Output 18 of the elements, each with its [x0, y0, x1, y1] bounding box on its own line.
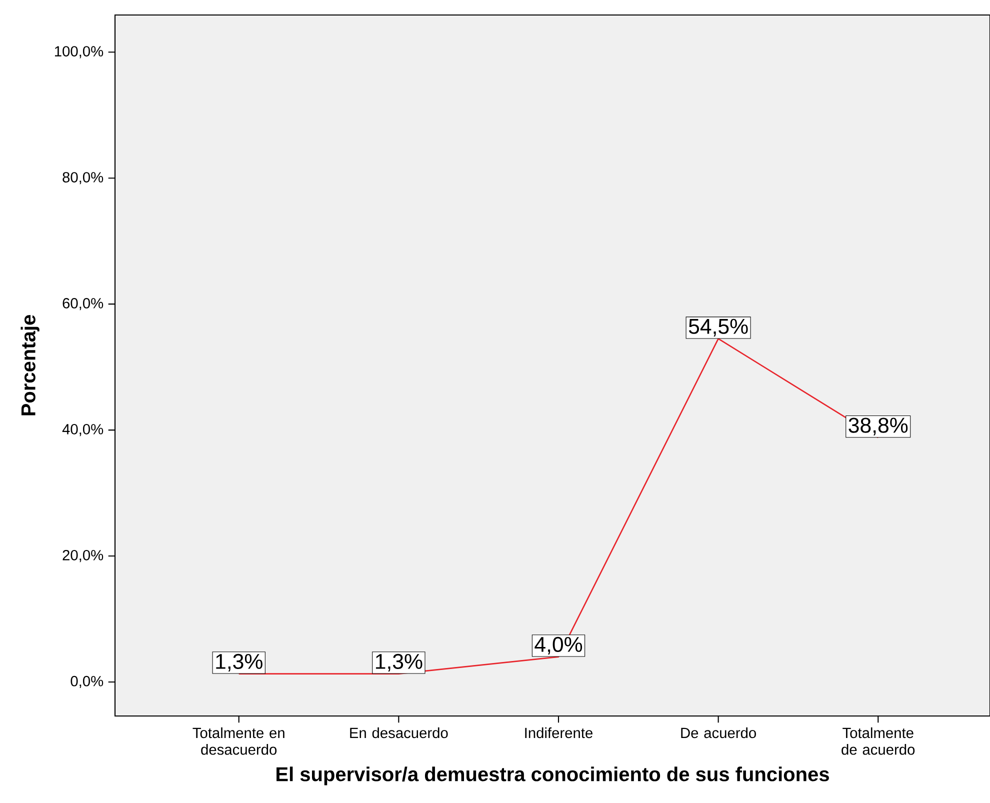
y-tick-label: 40,0%: [62, 424, 104, 436]
y-tick-label: 0,0%: [70, 676, 104, 688]
x-axis-title: El supervisor/a demuestra conocimiento de sus funciones: [276, 766, 829, 786]
data-label: 54,5%: [688, 318, 748, 336]
x-tick-label: Indiferente: [525, 727, 592, 738]
y-axis-title: Porcentaje: [20, 315, 40, 416]
x-tick-label: De acuerdo: [681, 727, 756, 738]
y-tick-label: 80,0%: [62, 172, 104, 184]
data-label: 38,8%: [848, 418, 908, 436]
data-label: 4,0%: [534, 636, 582, 655]
data-label: 1,3%: [216, 654, 262, 672]
x-tick-label: Totalmente de acuerdo: [842, 727, 915, 755]
x-tick-label: En desacuerdo: [350, 727, 448, 738]
data-label: 1,3%: [376, 654, 422, 672]
y-tick-label: 60,0%: [62, 298, 104, 310]
y-tick-label: 20,0%: [62, 550, 104, 562]
x-tick-label: Totalmente en desacuerdo: [192, 727, 284, 755]
y-tick-label: 100,0%: [54, 46, 104, 58]
